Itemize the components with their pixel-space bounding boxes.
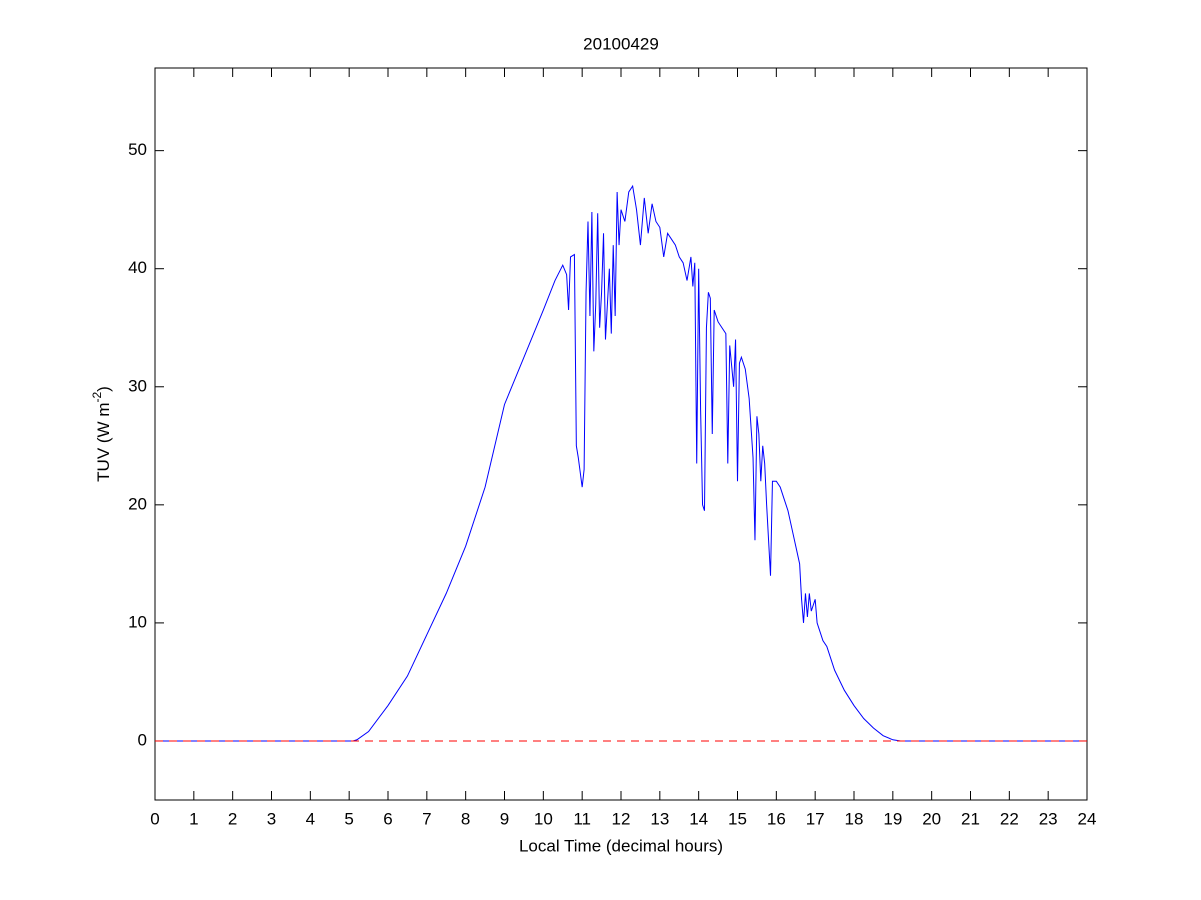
x-tick-label: 11 (573, 809, 591, 828)
x-tick-label: 14 (689, 809, 708, 828)
x-tick-label: 6 (383, 809, 392, 828)
x-tick-label: 16 (767, 809, 786, 828)
y-axis-title: TUV (W m-2) (90, 386, 113, 482)
y-axis-title-suffix: ) (94, 386, 113, 392)
x-tick-label: 2 (228, 809, 237, 828)
x-axis-title: Local Time (decimal hours) (519, 836, 723, 855)
y-tick-label: 20 (128, 494, 147, 513)
x-tick-label: 10 (534, 809, 553, 828)
x-tick-label: 3 (267, 809, 276, 828)
y-axis-title-main: TUV (W m (94, 403, 113, 482)
y-tick-label: 0 (138, 730, 147, 749)
x-tick-label: 19 (883, 809, 902, 828)
x-tick-label: 24 (1078, 809, 1097, 828)
x-tick-label: 18 (845, 809, 864, 828)
x-tick-label: 20 (922, 809, 941, 828)
x-tick-label: 22 (1000, 809, 1019, 828)
x-tick-label: 9 (500, 809, 509, 828)
x-tick-label: 1 (189, 809, 198, 828)
y-tick-label: 30 (128, 376, 147, 395)
x-tick-label: 17 (806, 809, 825, 828)
plot-area (154, 67, 1088, 801)
y-tick-label: 50 (128, 140, 147, 159)
x-tick-label: 5 (344, 809, 353, 828)
y-axis-title-superscript: -2 (90, 392, 104, 403)
y-tick-label: 10 (128, 612, 147, 631)
x-tick-label: 21 (961, 809, 980, 828)
y-tick-label: 40 (128, 258, 147, 277)
x-tick-label: 23 (1039, 809, 1058, 828)
x-tick-label: 4 (306, 809, 315, 828)
x-tick-label: 8 (461, 809, 470, 828)
x-tick-label: 7 (422, 809, 431, 828)
chart-title: 20100429 (583, 34, 659, 53)
x-tick-label: 12 (612, 809, 631, 828)
x-tick-label: 13 (650, 809, 669, 828)
data-line (155, 184, 1087, 742)
x-tick-label: 15 (728, 809, 747, 828)
x-tick-label: 0 (150, 809, 159, 828)
